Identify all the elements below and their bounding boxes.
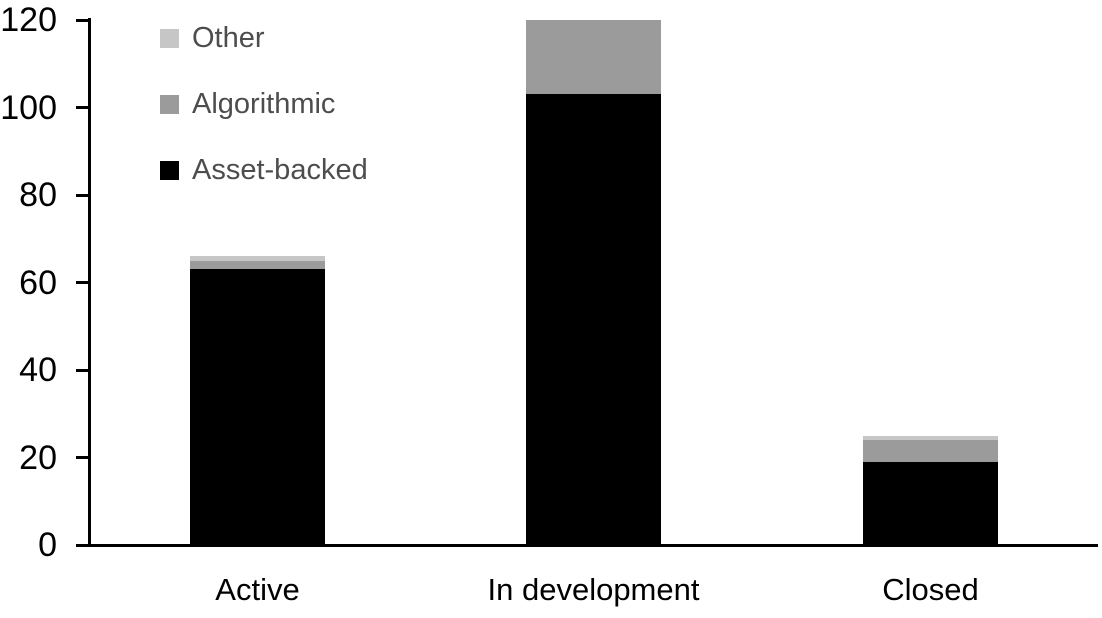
x-axis-label: Active <box>215 572 300 607</box>
legend-label: Other <box>192 21 265 54</box>
y-tick-label: 120 <box>0 1 57 39</box>
y-tick-label: 60 <box>19 263 57 302</box>
y-tick-mark <box>76 456 90 459</box>
legend-swatch-icon <box>160 160 179 180</box>
bar-segment-algorithmic <box>863 440 998 462</box>
x-axis-label: Closed <box>882 572 979 607</box>
y-tick-label: 0 <box>38 526 57 564</box>
bar-segment-other <box>863 435 998 440</box>
bar-segment-algorithmic <box>190 260 325 270</box>
bar-segment-algorithmic <box>526 20 661 95</box>
x-axis-line <box>88 544 1098 547</box>
bar-segment-asset-backed <box>863 461 998 545</box>
y-tick-mark <box>76 281 90 284</box>
y-tick-label: 20 <box>19 438 57 477</box>
legend-swatch-icon <box>160 94 179 114</box>
legend-label: Algorithmic <box>192 87 336 120</box>
bar-segment-asset-backed <box>190 269 325 545</box>
y-tick-mark <box>76 193 90 197</box>
legend-item-other: Other <box>160 19 265 57</box>
y-tick-mark <box>76 106 90 109</box>
bar-segment-other <box>190 256 325 261</box>
y-tick-label: 40 <box>19 351 57 389</box>
y-tick-mark <box>76 368 90 372</box>
y-tick-label: 80 <box>19 176 57 214</box>
legend-item-asset-backed: Asset-backed <box>160 151 368 189</box>
y-tick-mark <box>76 543 90 547</box>
bar-segment-asset-backed <box>526 94 661 545</box>
legend-swatch-icon <box>160 28 179 48</box>
x-axis-label: In development <box>487 572 700 607</box>
legend-label: Asset-backed <box>192 153 368 186</box>
y-tick-label: 100 <box>0 88 57 127</box>
y-tick-mark <box>76 18 90 22</box>
legend-item-algorithmic: Algorithmic <box>160 85 335 123</box>
